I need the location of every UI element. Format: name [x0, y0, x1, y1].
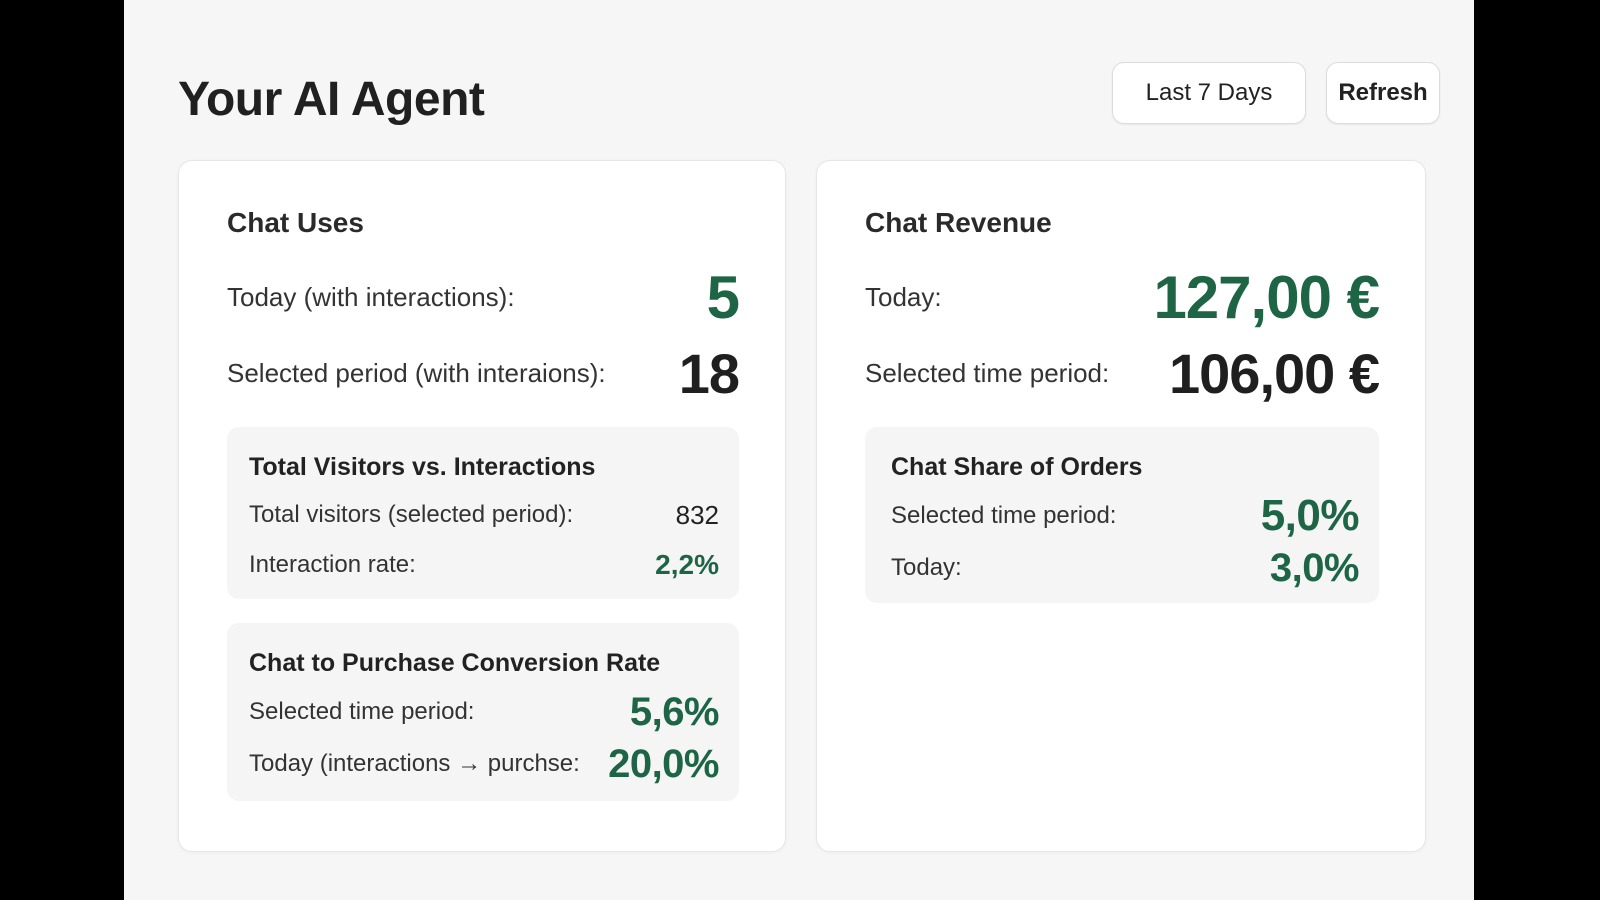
visitors-panel-title: Total Visitors vs. Interactions [249, 453, 596, 481]
conversion-today-value: 20,0% [608, 741, 719, 786]
order-share-panel-title: Chat Share of Orders [891, 453, 1143, 481]
dashboard-canvas: Your AI Agent Last 7 Days Refresh Chat U… [124, 0, 1474, 900]
revenue-today-label: Today: [865, 281, 942, 312]
revenue-period-row: Selected time period: 106,00 € [865, 333, 1380, 413]
conversion-period-value: 5,6% [629, 689, 720, 734]
refresh-button[interactable]: Refresh [1326, 62, 1440, 124]
uses-period-label: Selected period (with interaions): [227, 357, 606, 388]
interaction-rate-row: Interaction rate: 2,2% [249, 545, 719, 585]
conversion-panel: Chat to Purchase Conversion Rate Selecte… [227, 623, 739, 801]
visitors-panel: Total Visitors vs. Interactions Total vi… [227, 427, 739, 599]
chat-uses-title: Chat Uses [227, 207, 364, 238]
interaction-rate-value: 2,2% [655, 549, 719, 580]
chat-revenue-title: Chat Revenue [865, 207, 1052, 238]
conversion-period-label: Selected time period: [249, 698, 475, 725]
conversion-period-row: Selected time period: 5,6% [249, 689, 720, 735]
chat-revenue-card: Chat Revenue Today: 127,00 € Selected ti… [816, 160, 1426, 852]
visitors-row: Total visitors (selected period): 832 [249, 495, 719, 535]
order-share-period-row: Selected time period: 5,0% [891, 491, 1360, 541]
conversion-today-label: Today (interactions → purchse: [249, 750, 580, 777]
uses-period-row: Selected period (with interaions): 18 [227, 333, 740, 413]
date-range-button[interactable]: Last 7 Days [1112, 62, 1306, 124]
revenue-period-label: Selected time period: [865, 357, 1110, 388]
revenue-period-value: 106,00 € [1169, 341, 1380, 405]
order-share-today-label: Today: [891, 554, 962, 581]
uses-period-value: 18 [678, 341, 740, 405]
uses-today-value: 5 [706, 263, 740, 331]
visitors-value: 832 [675, 499, 719, 530]
conversion-panel-title: Chat to Purchase Conversion Rate [249, 649, 661, 677]
revenue-today-value: 127,00 € [1153, 263, 1380, 331]
uses-today-row: Today (with interactions): 5 [227, 257, 740, 337]
order-share-panel: Chat Share of Orders Selected time perio… [865, 427, 1379, 603]
order-share-period-value: 5,0% [1260, 491, 1360, 540]
conversion-today-row: Today (interactions → purchse: 20,0% [249, 741, 719, 787]
page-title: Your AI Agent [178, 73, 485, 126]
uses-today-label: Today (with interactions): [227, 281, 515, 312]
interaction-rate-label: Interaction rate: [249, 551, 416, 578]
order-share-today-row: Today: 3,0% [891, 543, 1360, 593]
chat-uses-card: Chat Uses Today (with interactions): 5 S… [178, 160, 786, 852]
revenue-today-row: Today: 127,00 € [865, 257, 1380, 337]
visitors-label: Total visitors (selected period): [249, 501, 574, 528]
order-share-today-value: 3,0% [1269, 545, 1360, 590]
order-share-period-label: Selected time period: [891, 502, 1117, 529]
